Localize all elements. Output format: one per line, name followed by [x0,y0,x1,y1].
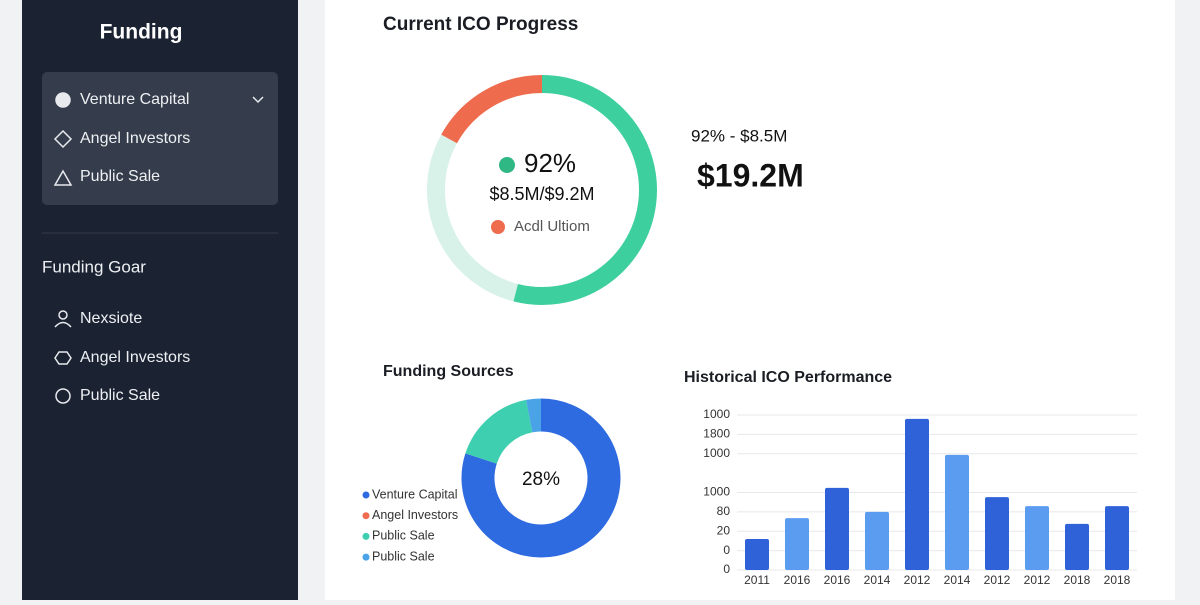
card-title: Current ICO Progress [383,14,578,35]
y-tick-label: 20 [717,523,731,537]
y-tick-label: 1000 [703,485,730,499]
y-tick-label: 1800 [703,427,730,441]
legend-dot [362,512,370,520]
x-tick-label: 2014 [864,573,891,587]
menu-panel [42,72,278,205]
icon [54,351,72,365]
legend-label: Acdl Ultiom [514,218,590,235]
bar [945,454,969,570]
legend-label: Venture Capital [372,487,457,501]
x-tick-label: 2011 [744,573,770,587]
pie-segment [465,399,534,465]
menu-item[interactable]: Public Sale [80,168,160,185]
menu-item[interactable]: Venture Capital [80,91,189,108]
legend-dot [362,553,370,561]
legend-dot [362,532,370,540]
x-tick-label: 2012 [984,573,1011,587]
y-tick-label: 0 [723,562,730,576]
bar [1025,506,1049,570]
y-tick-label: 1000 [703,446,730,460]
x-tick-label: 2012 [1024,573,1051,587]
pie-segment [513,75,657,305]
icon [53,129,73,149]
x-tick-label: 2018 [1064,573,1091,587]
bar [905,418,929,570]
pie-segment [427,134,519,302]
y-tick-label: 80 [717,504,731,518]
progress-amount: $8.5M/$9.2M [489,184,594,204]
legend-label: Public Sale [372,549,435,563]
menu-item[interactable]: Nexsiote [80,310,142,327]
legend-label: Public Sale [372,529,435,543]
icon [58,310,68,320]
sidebar-title: Funding [100,21,183,44]
section-title: Funding Goar [42,257,146,276]
bar [865,511,889,570]
icon [53,169,73,186]
x-tick-label: 2016 [824,573,851,587]
card-title: Funding Sources [383,363,514,380]
icon [55,388,71,404]
card-title: Historical ICO Performance [684,369,892,386]
icon [54,321,72,328]
pie-segment [526,398,542,433]
legend-dot [491,220,505,234]
icon [55,92,71,108]
progress-total: $19.2M [697,157,804,193]
progress-percent: 92% [524,148,576,178]
legend-dot [362,491,370,499]
bar [785,518,809,570]
progress-summary: 92% - $8.5M [691,126,787,145]
bar [1105,506,1129,570]
chevron[interactable] [252,96,264,104]
x-tick-label: 2014 [944,573,971,587]
pie-segment [461,398,621,558]
menu-item[interactable]: Angel Investors [80,349,190,366]
y-tick-label: 0 [723,543,730,557]
status-icon [499,157,515,173]
menu-item[interactable]: Angel Investors [80,130,190,147]
bar [985,497,1009,570]
center-label: 28% [522,469,560,490]
legend-label: Angel Investors [372,508,458,522]
x-tick-label: 2016 [784,573,811,587]
bar [745,539,769,570]
bar [825,487,849,570]
bar [1065,523,1089,570]
pie-segment [441,75,543,144]
menu-item[interactable]: Public Sale [80,387,160,404]
x-tick-label: 2018 [1104,573,1131,587]
x-tick-label: 2012 [904,573,931,587]
y-tick-label: 1000 [703,407,730,421]
